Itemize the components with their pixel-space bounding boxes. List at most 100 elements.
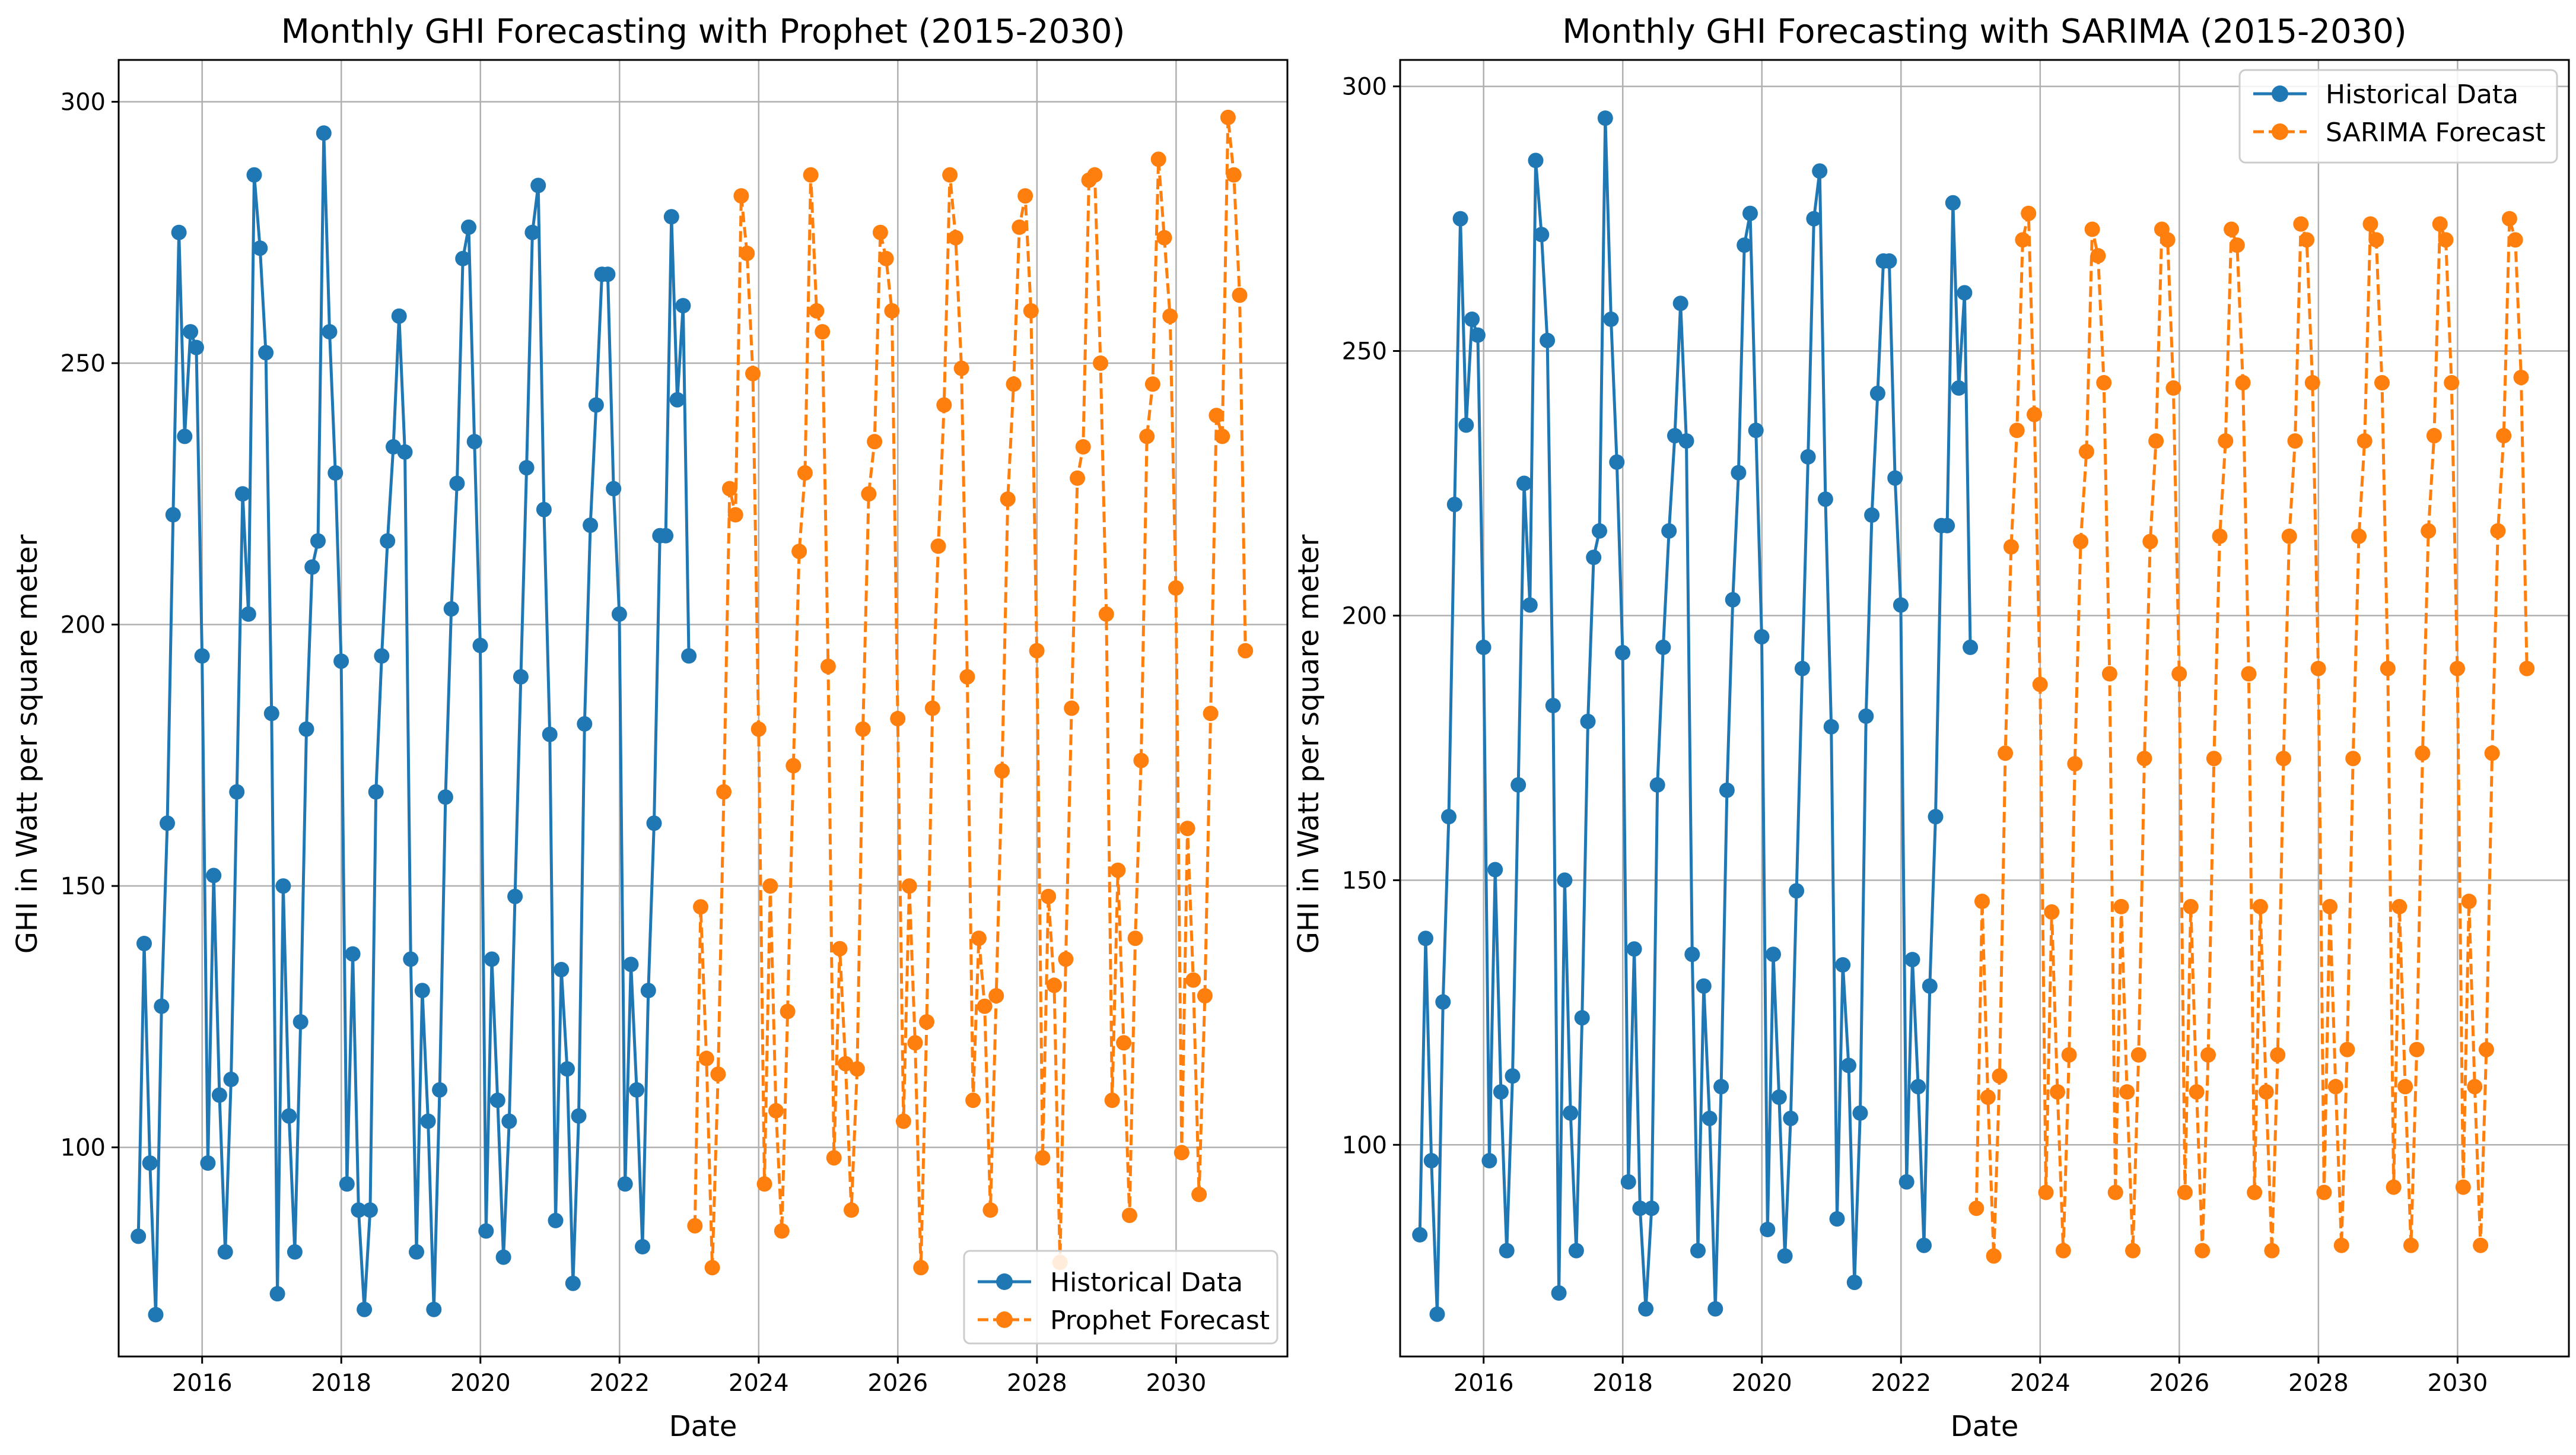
data-point-historical-data [1626, 941, 1642, 957]
data-point-sarima-forecast [2380, 660, 2396, 676]
data-point-sarima-forecast [2136, 751, 2152, 767]
data-point-sarima-forecast [2426, 428, 2442, 444]
sarima-chart: Monthly GHI Forecasting with SARIMA (201… [1292, 12, 2570, 1443]
data-point-sarima-forecast [1998, 745, 2014, 761]
data-point-sarima-forecast [2438, 232, 2454, 248]
data-point-prophet-forecast [1006, 376, 1022, 392]
data-point-sarima-forecast [2304, 375, 2320, 390]
data-point-prophet-forecast [768, 1103, 784, 1119]
data-point-prophet-forecast [774, 1223, 790, 1239]
data-point-historical-data [252, 240, 268, 256]
legend-label-historical: Historical Data [1050, 1267, 1243, 1298]
data-point-historical-data [1499, 1243, 1515, 1259]
data-point-historical-data [1418, 930, 1433, 946]
data-point-historical-data [1574, 1010, 1590, 1026]
data-point-sarima-forecast [2421, 523, 2437, 539]
data-point-prophet-forecast [733, 188, 749, 204]
data-point-historical-data [154, 998, 170, 1014]
data-point-historical-data [240, 606, 256, 622]
data-point-historical-data [519, 460, 535, 476]
data-point-historical-data [1869, 385, 1885, 401]
data-point-historical-data [1592, 523, 1607, 539]
y-tick-label: 100 [61, 1135, 106, 1162]
data-point-sarima-forecast [2084, 221, 2100, 237]
data-point-sarima-forecast [2113, 898, 2129, 914]
data-point-historical-data [1922, 978, 1938, 994]
data-point-prophet-forecast [895, 1113, 911, 1129]
y-tick-label: 150 [61, 873, 106, 900]
data-point-historical-data [310, 533, 326, 549]
data-point-prophet-forecast [785, 758, 802, 774]
data-point-historical-data [1412, 1227, 1428, 1243]
data-point-sarima-forecast [2397, 1079, 2413, 1095]
data-point-prophet-forecast [971, 930, 987, 946]
data-point-historical-data [188, 339, 204, 355]
data-point-prophet-forecast [1116, 1035, 1132, 1051]
data-point-historical-data [611, 606, 627, 622]
data-point-historical-data [1916, 1237, 1932, 1253]
data-point-prophet-forecast [739, 246, 755, 261]
data-point-historical-data [1696, 978, 1712, 994]
data-point-historical-data [1522, 597, 1538, 613]
data-point-prophet-forecast [1150, 151, 1166, 167]
data-point-historical-data [165, 507, 181, 523]
data-point-historical-data [559, 1061, 575, 1077]
y-axis-label: GHI in Watt per square meter [11, 534, 44, 954]
data-point-sarima-forecast [2368, 232, 2384, 248]
data-point-sarima-forecast [2073, 533, 2089, 549]
data-point-historical-data [420, 1113, 436, 1129]
data-point-prophet-forecast [982, 1202, 998, 1218]
data-point-sarima-forecast [2473, 1237, 2489, 1253]
data-point-historical-data [142, 1155, 158, 1171]
data-point-sarima-forecast [2270, 1047, 2286, 1063]
data-point-historical-data [1904, 952, 1920, 968]
data-point-historical-data [1893, 597, 1909, 613]
data-point-historical-data [461, 219, 476, 235]
prophet-chart: Monthly GHI Forecasting with Prophet (20… [11, 12, 1289, 1443]
data-point-prophet-forecast [721, 481, 737, 497]
data-point-historical-data [1545, 698, 1561, 713]
data-point-sarima-forecast [2339, 1041, 2355, 1057]
data-point-historical-data [1835, 957, 1851, 973]
data-point-historical-data [1939, 517, 1955, 533]
data-point-historical-data [1823, 719, 1839, 735]
data-point-historical-data [1852, 1105, 1868, 1121]
data-point-sarima-forecast [2450, 660, 2465, 676]
data-point-historical-data [316, 125, 332, 141]
legend-marker-historical [2272, 85, 2288, 102]
data-point-historical-data [1945, 195, 1961, 211]
data-point-sarima-forecast [2003, 539, 2019, 555]
data-point-sarima-forecast [2327, 1079, 2343, 1095]
data-point-historical-data [1452, 211, 1468, 227]
data-point-historical-data [1475, 639, 1491, 655]
x-tick-label: 2018 [1592, 1370, 1653, 1397]
data-point-historical-data [1643, 1200, 1659, 1216]
data-point-historical-data [380, 533, 396, 549]
data-point-historical-data [675, 298, 691, 314]
legend-marker-forecast [2272, 123, 2288, 140]
data-point-historical-data [646, 815, 662, 831]
data-point-sarima-forecast [1968, 1200, 1985, 1216]
data-point-sarima-forecast [2362, 216, 2378, 232]
data-point-prophet-forecast [1168, 580, 1184, 596]
data-point-sarima-forecast [2333, 1237, 2349, 1253]
data-point-prophet-forecast [750, 721, 767, 737]
data-point-historical-data [177, 428, 193, 444]
y-tick-label: 300 [1342, 74, 1387, 101]
data-point-prophet-forecast [953, 360, 969, 376]
x-tick-label: 2030 [2427, 1370, 2488, 1397]
data-point-historical-data [160, 815, 175, 831]
data-point-prophet-forecast [884, 303, 900, 319]
data-point-prophet-forecast [1035, 1150, 1051, 1166]
data-point-historical-data [292, 1014, 309, 1030]
data-point-historical-data [391, 308, 407, 324]
data-point-historical-data [432, 1082, 448, 1098]
data-point-prophet-forecast [867, 434, 883, 450]
data-point-historical-data [217, 1244, 233, 1260]
data-point-historical-data [1812, 163, 1828, 179]
data-point-historical-data [1910, 1079, 1926, 1095]
data-point-sarima-forecast [2513, 370, 2529, 386]
data-point-historical-data [426, 1301, 442, 1317]
data-point-historical-data [362, 1202, 378, 1218]
